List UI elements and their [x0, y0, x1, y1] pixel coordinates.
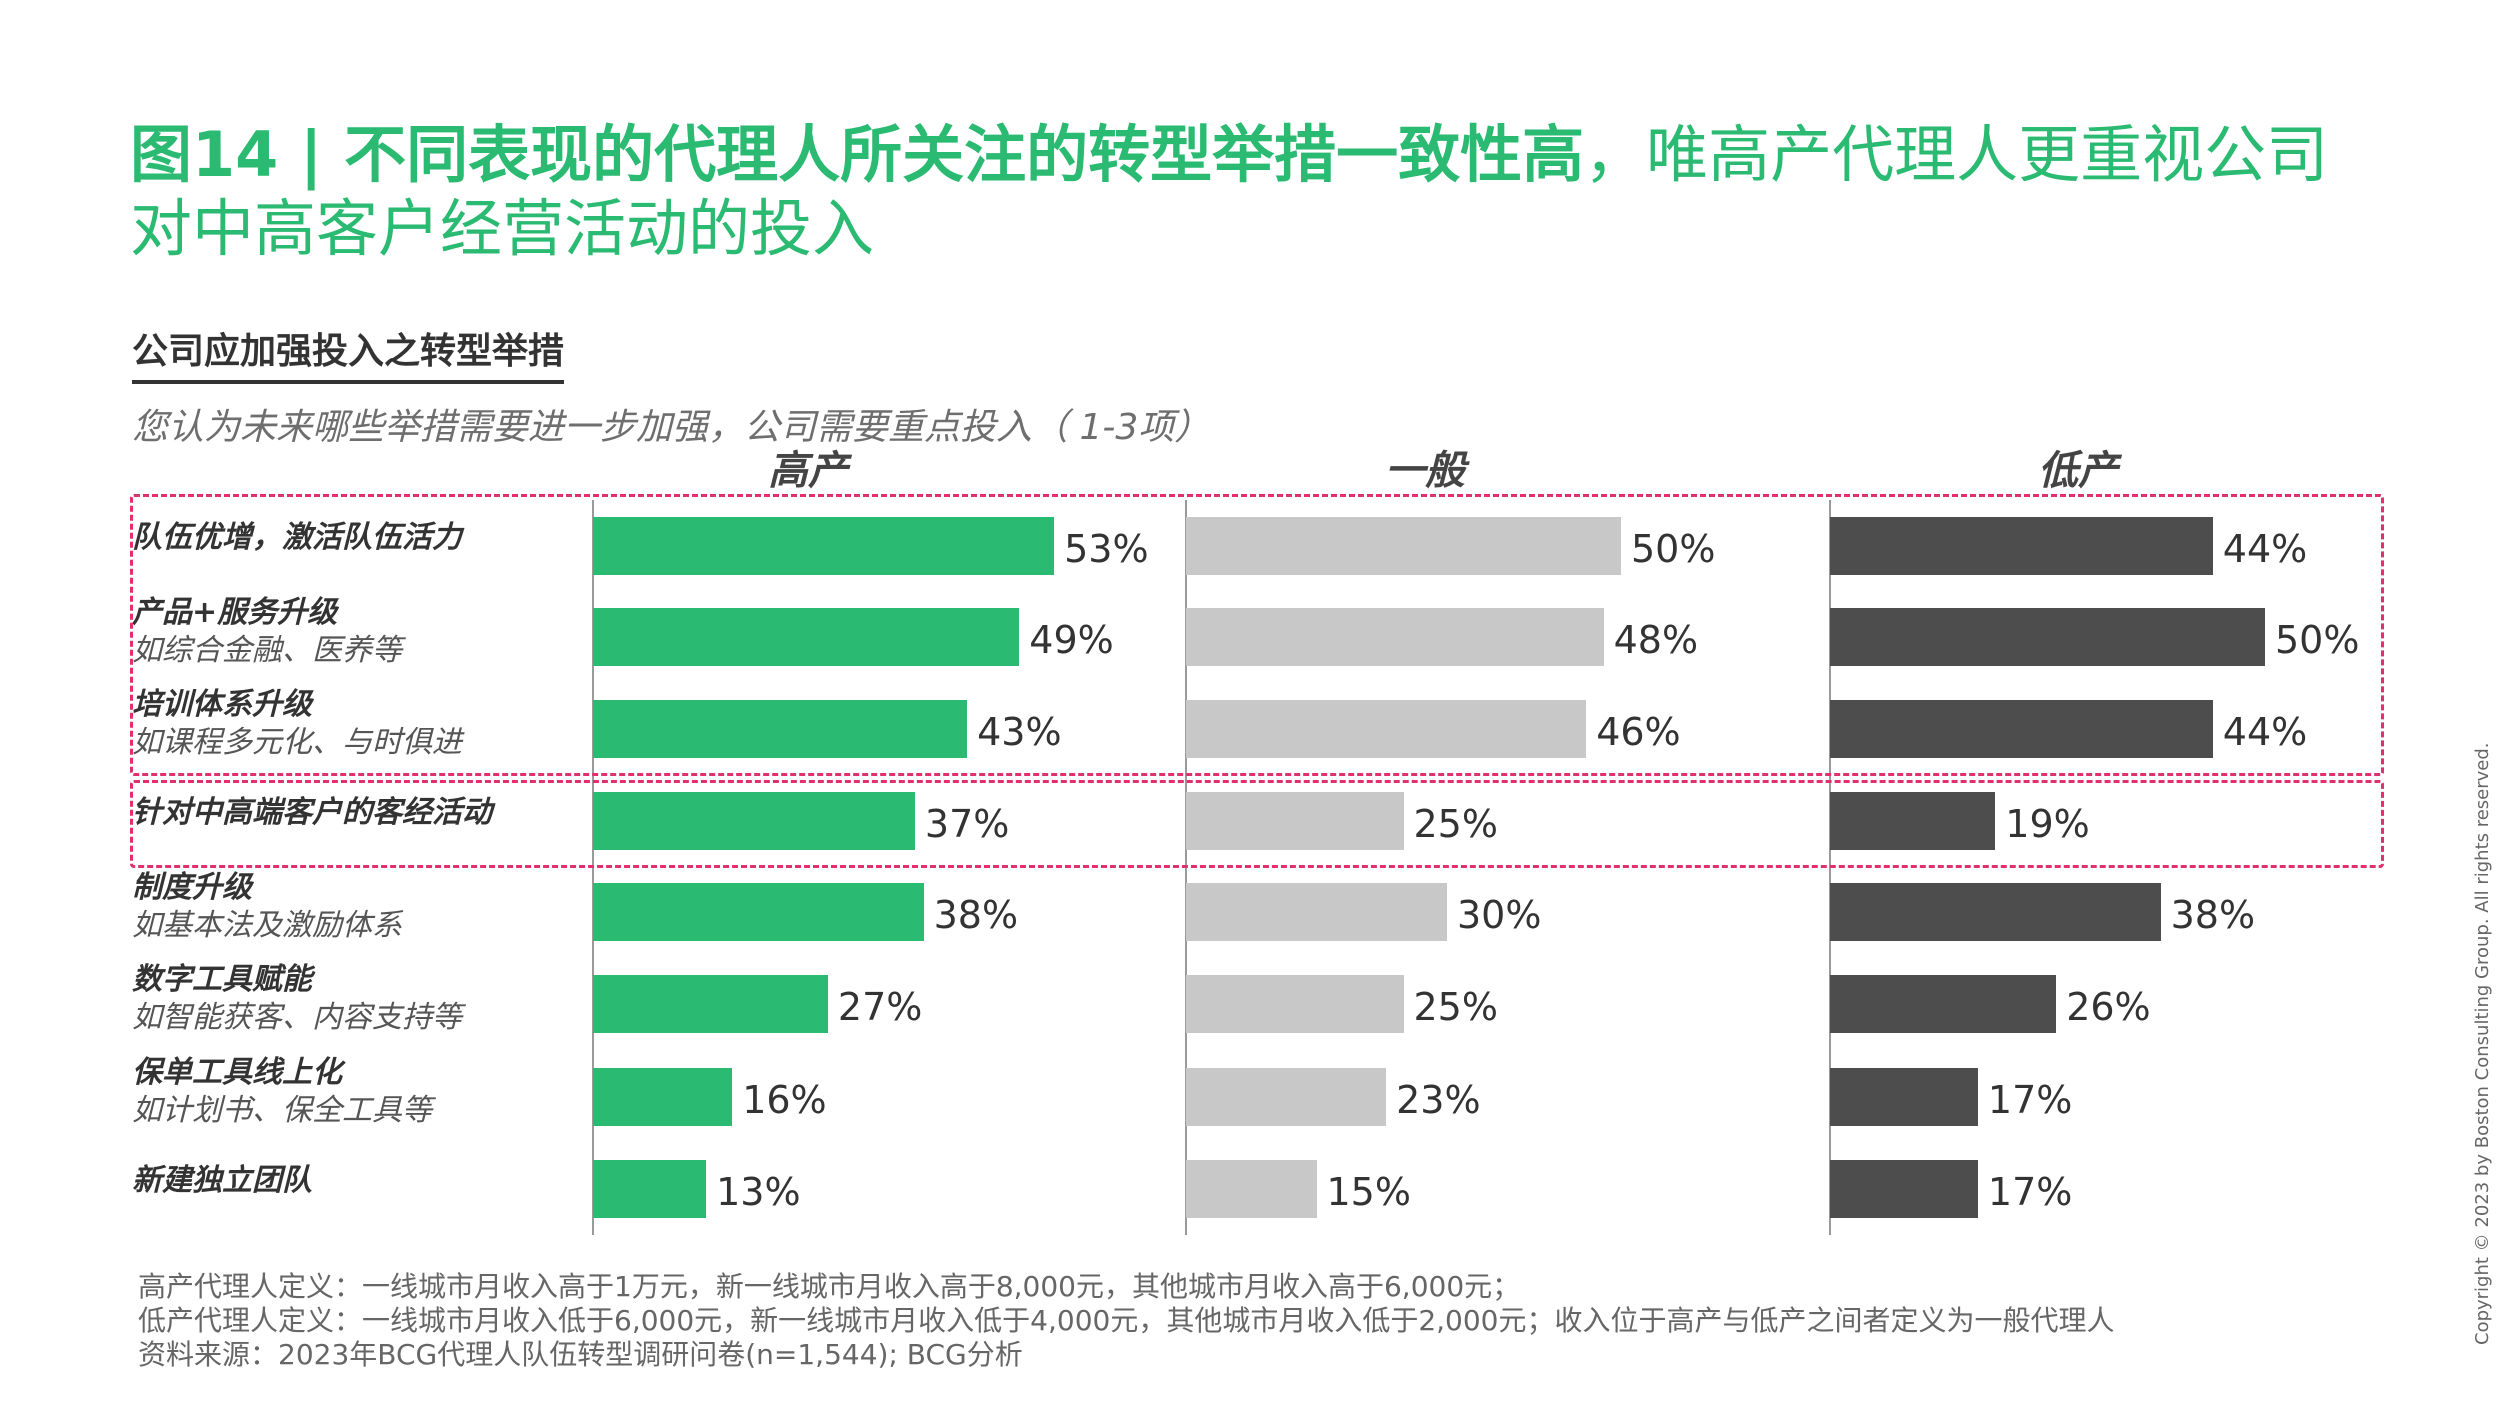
bar-label-1-0: 50%	[1631, 527, 1716, 571]
group-header-0: 高产	[768, 448, 848, 494]
row-label-7: 新建独立团队	[132, 1162, 312, 1200]
bar-label-2-5: 26%	[2066, 985, 2151, 1029]
bar-1-5	[1186, 975, 1404, 1033]
bar-1-2	[1186, 700, 1587, 758]
bar-0-4	[593, 883, 924, 941]
row-label-sub: 如智能获客、内容支持等	[132, 1000, 462, 1035]
highlight-box-0	[130, 494, 2384, 776]
bar-label-2-6: 17%	[1987, 1078, 2073, 1122]
bar-label-0-5: 27%	[837, 985, 923, 1029]
row-label-main: 新建独立团队	[132, 1163, 312, 1198]
bar-1-4	[1186, 883, 1447, 941]
bar-0-7	[593, 1160, 707, 1218]
bar-label-0-1: 49%	[1029, 618, 1114, 662]
bar-label-0-7: 13%	[716, 1170, 801, 1214]
highlight-box-1	[130, 780, 2384, 868]
bar-2-7	[1830, 1160, 1978, 1218]
footnote-high-definition: 高产代理人定义：一线城市月收入高于1万元，新一线城市月收入高于8,000元，其他…	[138, 1270, 1521, 1303]
row-label-1: 产品+服务升级 如综合金融、医养等	[132, 594, 402, 670]
bar-1-6	[1186, 1068, 1387, 1126]
bar-label-2-1: 50%	[2275, 618, 2360, 662]
row-label-6: 保单工具线上化 如计划书、保全工具等	[132, 1054, 432, 1130]
row-label-main: 培训体系升级	[132, 687, 312, 722]
bar-label-1-2: 46%	[1596, 710, 1681, 754]
chart-heading: 公司应加强投入之转型举措 您认为未来哪些举措需要进一步加强，公司需要重点投入（ …	[132, 322, 1210, 450]
bar-1-3	[1186, 792, 1404, 850]
title-bold-part: 图14 | 不同表现的代理人所关注的转型举措一致性高	[130, 118, 1585, 191]
bar-label-1-6: 23%	[1396, 1078, 1481, 1122]
bar-1-7	[1186, 1160, 1317, 1218]
bar-label-2-3: 19%	[2005, 802, 2090, 846]
bar-label-1-5: 25%	[1413, 985, 1498, 1029]
bar-2-0	[1830, 517, 2213, 575]
bar-2-6	[1830, 1068, 1978, 1126]
footnote-source: 资料来源：2023年BCG代理人队伍转型调研问卷(n=1,544); BCG分析	[138, 1338, 1023, 1371]
bar-label-1-7: 15%	[1326, 1170, 1411, 1214]
bar-1-0	[1186, 517, 1621, 575]
bar-label-0-3: 37%	[924, 802, 1010, 846]
bar-1-1	[1186, 608, 1604, 666]
copyright-notice: Copyright © 2023 by Boston Consulting Gr…	[2472, 742, 2493, 1345]
bar-2-3	[1830, 792, 1996, 850]
bar-2-1	[1830, 608, 2265, 666]
row-label-main: 保单工具线上化	[132, 1055, 342, 1090]
row-label-main: 数字工具赋能	[132, 962, 312, 997]
bar-2-2	[1830, 700, 2213, 758]
row-label-main: 制度升级	[132, 870, 252, 905]
chart-subtitle: 公司应加强投入之转型举措	[132, 322, 565, 384]
bar-label-2-4: 38%	[2170, 893, 2256, 937]
bar-label-0-6: 16%	[742, 1078, 827, 1122]
bar-label-0-2: 43%	[977, 710, 1062, 754]
title-normal-part: ，唯高产代理人更重视公司对中高客户经营活动的投入	[130, 118, 2329, 265]
footnote-low-definition: 低产代理人定义：一线城市月收入低于6,000元，新一线城市月收入低于4,000元…	[138, 1304, 2115, 1337]
bar-label-2-7: 17%	[1987, 1170, 2073, 1214]
row-label-sub: 如课程多元化、与时俱进	[132, 725, 462, 760]
survey-question: 您认为未来哪些举措需要进一步加强，公司需要重点投入（ 1-3项）	[132, 407, 1211, 448]
bar-label-1-3: 25%	[1413, 802, 1498, 846]
row-label-0: 队伍优增，激活队伍活力	[132, 519, 462, 557]
group-header-2: 低产	[2038, 448, 2118, 494]
row-label-main: 队伍优增，激活队伍活力	[132, 520, 462, 555]
bar-0-6	[593, 1068, 733, 1126]
row-label-2: 培训体系升级 如课程多元化、与时俱进	[132, 686, 462, 762]
row-label-4: 制度升级 如基本法及激励体系	[132, 869, 402, 945]
bar-label-1-4: 30%	[1457, 893, 1542, 937]
bar-label-2-2: 44%	[2222, 710, 2308, 754]
row-label-main: 产品+服务升级	[132, 595, 338, 630]
bar-0-2	[593, 700, 968, 758]
bar-label-1-1: 48%	[1613, 618, 1699, 662]
footnotes: 高产代理人定义：一线城市月收入高于1万元，新一线城市月收入高于8,000元，其他…	[138, 1270, 2114, 1372]
group-header-1: 一般	[1385, 448, 1465, 494]
bar-0-3	[593, 792, 915, 850]
bar-0-0	[593, 517, 1055, 575]
bar-label-0-0: 53%	[1064, 527, 1149, 571]
bar-label-0-4: 38%	[933, 893, 1019, 937]
page-title: 图14 | 不同表现的代理人所关注的转型举措一致性高，唯高产代理人更重视公司对中…	[130, 118, 2390, 266]
row-label-5: 数字工具赋能 如智能获客、内容支持等	[132, 961, 462, 1037]
bar-0-5	[593, 975, 828, 1033]
row-label-3: 针对中高端客户的客经活动	[132, 794, 492, 832]
row-label-sub: 如综合金融、医养等	[132, 633, 402, 668]
bar-label-2-0: 44%	[2222, 527, 2308, 571]
bar-0-1	[593, 608, 1020, 666]
bar-2-5	[1830, 975, 2057, 1033]
bar-2-4	[1830, 883, 2161, 941]
row-label-sub: 如基本法及激励体系	[132, 908, 402, 943]
row-label-main: 针对中高端客户的客经活动	[132, 795, 492, 830]
row-label-sub: 如计划书、保全工具等	[132, 1093, 432, 1128]
